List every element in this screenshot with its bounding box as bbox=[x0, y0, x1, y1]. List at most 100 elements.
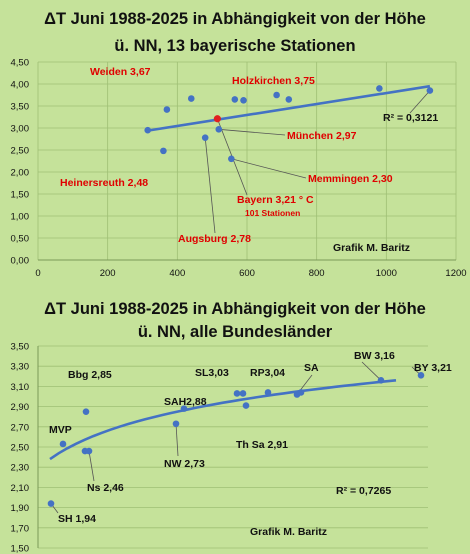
chart1-annotation: Bayern 3,21 ° C bbox=[237, 194, 314, 206]
chart2-y-tick-label: 1,50 bbox=[11, 544, 30, 554]
chart2-svg: 1,50 1,70 1,90 2,10 2,30 2,50 2,70 2,90 3,10 3,30… bbox=[11, 342, 452, 554]
chart2-y-tick-label: 3,50 bbox=[11, 342, 30, 353]
chart1-y-tick-label: 2,50 bbox=[11, 146, 30, 157]
chart1-point bbox=[201, 134, 209, 141]
chart1-annotations: Weiden 3,67 Holzkirchen 3,75 München 2,97 M… bbox=[60, 66, 393, 245]
chart1-trendline-group bbox=[147, 84, 431, 132]
chart1-point bbox=[187, 95, 195, 102]
chart1-leader-line bbox=[231, 158, 307, 179]
chart1-leader-line bbox=[204, 137, 216, 234]
chart1-y-axis: 0,00 0,50 1,00 1,50 2,00 2,50 3,00 3,50 4,00 4,50 bbox=[11, 58, 30, 267]
chart2-y-tick-label: 3,10 bbox=[11, 382, 30, 393]
chart2-point bbox=[180, 405, 188, 412]
chart1-r2: R² = 0,3121 bbox=[383, 112, 438, 124]
chart2-point bbox=[242, 402, 250, 409]
chart1-annotation: 101 Stationen bbox=[245, 208, 300, 218]
chart1-point bbox=[215, 126, 223, 133]
chart2-point-label: RP3,04 bbox=[250, 367, 285, 379]
chart1-points bbox=[144, 85, 434, 163]
chart2-point bbox=[377, 377, 385, 384]
chart2-point bbox=[239, 390, 247, 397]
chart1-title: ΔT Juni 1988-2025 in Abhängigkeit von de… bbox=[44, 10, 426, 28]
chart1-point bbox=[376, 85, 383, 92]
chart2-point-label: BY 3,21 bbox=[414, 362, 452, 374]
chart2-point bbox=[233, 390, 241, 397]
chart1-x-tick-label: 1200 bbox=[445, 268, 466, 279]
chart1-point bbox=[273, 91, 280, 99]
chart2-point bbox=[297, 389, 305, 396]
chart2-point-label: SA bbox=[304, 362, 319, 374]
chart2-point-label: Th Sa 2,91 bbox=[236, 439, 288, 451]
chart1-x-tick-label: 200 bbox=[100, 268, 116, 279]
chart1-grid bbox=[37, 61, 457, 261]
chart1-mean-point bbox=[213, 115, 221, 123]
chart2-y-tick-label: 2,70 bbox=[11, 422, 30, 433]
chart1-annotation: München 2,97 bbox=[287, 130, 357, 142]
chart2-point-label: Bbg 2,85 bbox=[68, 369, 112, 381]
chart1-point bbox=[228, 155, 235, 163]
chart2-subtitle: ü. NN, alle Bundesländer bbox=[137, 323, 333, 341]
chart2-point bbox=[47, 500, 55, 507]
chart2-point-label: Ns 2,46 bbox=[87, 482, 124, 494]
chart2-y-tick-label: 2,90 bbox=[11, 402, 30, 413]
chart1-point bbox=[160, 147, 167, 155]
chart2-leader-line bbox=[175, 423, 179, 457]
chart2-y-tick-label: 2,50 bbox=[11, 443, 30, 454]
chart1-annotation: Weiden 3,67 bbox=[90, 66, 151, 78]
chart1-y-tick-label: 0,00 bbox=[11, 256, 30, 267]
chart2-point-label: SAH2,88 bbox=[164, 396, 207, 408]
chart2-point-label: MVP bbox=[49, 424, 72, 436]
chart1-x-tick-label: 800 bbox=[309, 268, 325, 279]
chart2-leader-line bbox=[361, 361, 382, 381]
chart1-x-tick-label: 400 bbox=[169, 268, 185, 279]
chart2-y-tick-label: 2,30 bbox=[11, 463, 30, 474]
chart2-y-tick-label: 3,30 bbox=[11, 362, 30, 373]
chart1-y-tick-label: 3,00 bbox=[11, 124, 30, 135]
chart1-trendline bbox=[147, 84, 431, 132]
chart2-point-label: NW 2,73 bbox=[164, 458, 205, 470]
chart2-trendline bbox=[49, 379, 397, 461]
chart1-x-tick-label: 600 bbox=[239, 268, 255, 279]
chart1-annotation: Heinersreuth 2,48 bbox=[60, 177, 148, 189]
chart1-y-tick-label: 1,00 bbox=[11, 212, 30, 223]
chart1-leader-lines bbox=[204, 90, 431, 234]
chart2-y-tick-label: 2,10 bbox=[11, 483, 30, 494]
chart2-point bbox=[172, 420, 180, 428]
chart1-credit: Grafik M. Baritz bbox=[333, 242, 410, 254]
chart1-x-axis: 0 200 400 600 800 1000 1200 bbox=[35, 268, 466, 279]
chart2-y-tick-label: 1,70 bbox=[11, 523, 30, 534]
chart1-point bbox=[426, 87, 434, 94]
chart2-credit: Grafik M. Baritz bbox=[250, 526, 327, 538]
chart1-y-tick-label: 2,00 bbox=[11, 168, 30, 179]
chart2-trendline-group bbox=[49, 379, 397, 461]
chart2-point bbox=[85, 447, 93, 455]
chart1-point bbox=[144, 126, 152, 134]
chart2-y-axis: 1,50 1,70 1,90 2,10 2,30 2,50 2,70 2,90 3,10 3,30… bbox=[11, 342, 30, 554]
chart2-point bbox=[264, 389, 272, 396]
chart2-y-tick-label: 1,90 bbox=[11, 503, 30, 514]
chart1-annotation: Holzkirchen 3,75 bbox=[232, 75, 315, 87]
chart1-point bbox=[231, 96, 239, 103]
chart1-x-tick-label: 0 bbox=[35, 268, 40, 279]
chart1-point bbox=[240, 96, 247, 104]
chart1-x-tick-label: 1000 bbox=[376, 268, 397, 279]
chart2-point bbox=[82, 408, 90, 415]
chart2-grid bbox=[37, 345, 428, 549]
chart2-point-labels: SH 1,94 MVP Bbg 2,85 Ns 2,46 NW 2,73 SAH2,88 S… bbox=[49, 350, 452, 525]
chart1-leader-line bbox=[218, 128, 286, 136]
chart1-y-tick-label: 3,50 bbox=[11, 102, 30, 113]
chart1-y-tick-label: 0,50 bbox=[11, 234, 30, 245]
chart2-point bbox=[417, 371, 425, 379]
chart1-point bbox=[285, 96, 293, 103]
chart1-svg: 0,00 0,50 1,00 1,50 2,00 2,50 3,00 3,50 4,00 4,50… bbox=[11, 58, 467, 280]
chart2-leader-line bbox=[88, 450, 95, 482]
chart1-y-tick-label: 4,50 bbox=[11, 58, 30, 69]
chart2-point-label: SH 1,94 bbox=[58, 513, 96, 525]
chart-panel-germany: ΔT Juni 1988-2025 in Abhängigkeit von de… bbox=[0, 290, 470, 554]
chart1-y-tick-label: 1,50 bbox=[11, 190, 30, 201]
chart2-points bbox=[47, 371, 425, 507]
chart2-point-label: SL3,03 bbox=[195, 367, 229, 379]
chart1-leader-line bbox=[409, 90, 431, 114]
chart1-subtitle: ü. NN, 13 bayerische Stationen bbox=[114, 37, 356, 55]
chart-panel-bavaria: ΔT Juni 1988-2025 in Abhängigkeit von de… bbox=[10, 10, 467, 280]
